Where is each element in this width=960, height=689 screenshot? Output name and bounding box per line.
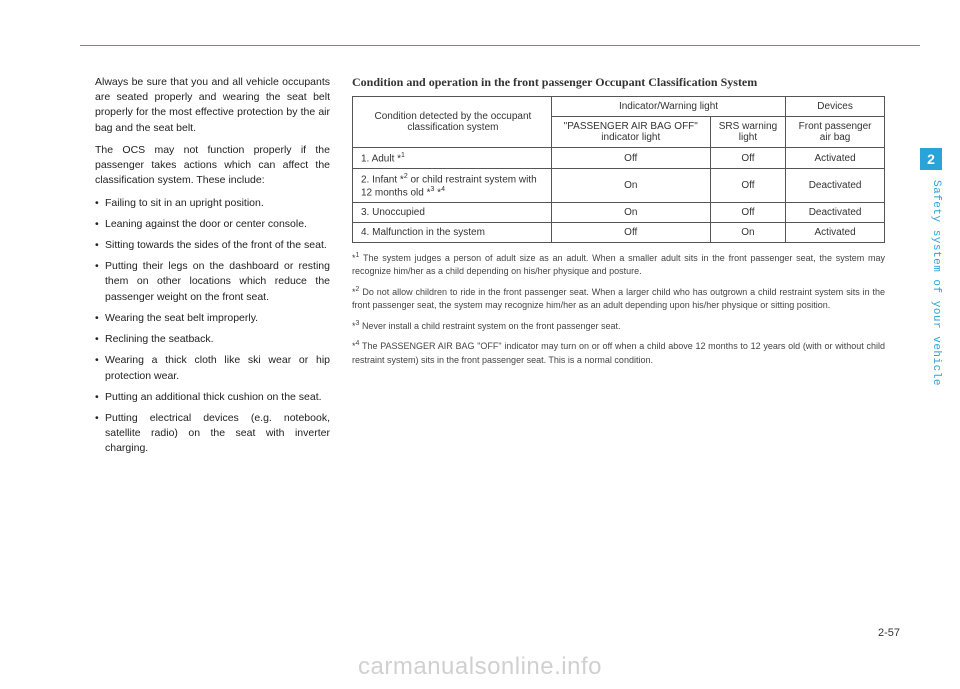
intro-paragraph-1: Always be sure that you and all vehicle … [95,75,330,136]
footnote: *1 The system judges a person of adult s… [352,251,885,279]
footnote-text: The PASSENGER AIR BAG "OFF" indicator ma… [352,341,885,365]
header-front-airbag: Front passenger air bag [786,117,885,148]
footnote-num: 1 [356,252,360,259]
list-item: Leaning against the door or center conso… [95,217,330,232]
header-passenger-off: "PASSENGER AIR BAG OFF" indicator light [551,117,710,148]
table-row: Condition detected by the occupant class… [353,97,885,117]
list-item: Sitting towards the sides of the front o… [95,238,330,253]
list-item: Wearing the seat belt improperly. [95,311,330,326]
header-indicator: Indicator/Warning light [551,97,785,117]
right-column: Condition and operation in the front pas… [352,75,885,463]
row-label: 3. Unoccupied [353,202,552,222]
list-item: Wearing a thick cloth like ski wear or h… [95,353,330,383]
cell: Activated [786,222,885,242]
table-row: 4. Malfunction in the system Off On Acti… [353,222,885,242]
header-srs: SRS warning light [710,117,785,148]
intro-paragraph-2: The OCS may not function properly if the… [95,143,330,189]
footnote-text: The system judges a person of adult size… [352,253,885,277]
footnote: *4 The PASSENGER AIR BAG "OFF" indicator… [352,339,885,367]
header-devices: Devices [786,97,885,117]
row-label: 4. Malfunction in the system [353,222,552,242]
header-rule [80,45,920,46]
table-row: 1. Adult *1 Off Off Activated [353,148,885,169]
cell: On [551,202,710,222]
footnote: *2 Do not allow children to ride in the … [352,285,885,313]
list-item: Putting their legs on the dashboard or r… [95,259,330,305]
header-condition: Condition detected by the occupant class… [353,97,552,148]
cell: Deactivated [786,202,885,222]
watermark: carmanualsonline.info [358,653,602,681]
row-label: 2. Infant *2 or child restraint system w… [353,169,552,203]
cell: Off [551,148,710,169]
footnote-num: 2 [356,286,360,293]
list-item: Putting an additional thick cushion on t… [95,390,330,405]
row-label: 1. Adult *1 [353,148,552,169]
cell: Off [710,169,785,203]
footnote-num: 3 [356,320,360,327]
footnotes: *1 The system judges a person of adult s… [352,251,885,368]
footnote-num: 4 [356,340,360,347]
table-row: 2. Infant *2 or child restraint system w… [353,169,885,203]
footnote-text: Do not allow children to ride in the fro… [352,287,885,311]
cell: On [710,222,785,242]
chapter-tab: 2 [920,148,942,170]
superscript: 1 [401,152,405,159]
footnote: *3 Never install a child restraint syste… [352,319,885,334]
list-item: Failing to sit in an upright position. [95,196,330,211]
conditions-list: Failing to sit in an upright position. L… [95,196,330,457]
row-label-text: 1. Adult * [361,153,401,164]
list-item: Reclining the seatback. [95,332,330,347]
cell: Off [710,202,785,222]
footnote-text: Never install a child restraint system o… [362,321,621,331]
table-title: Condition and operation in the front pas… [352,75,885,90]
left-column: Always be sure that you and all vehicle … [95,75,330,463]
superscript: 4 [441,186,445,193]
cell: On [551,169,710,203]
cell: Activated [786,148,885,169]
cell: Off [710,148,785,169]
cell: Off [551,222,710,242]
chapter-side-label: Safety system of your vehicle [920,180,942,430]
cell: Deactivated [786,169,885,203]
classification-table: Condition detected by the occupant class… [352,96,885,243]
page-number: 2-57 [878,627,900,639]
page-content: Always be sure that you and all vehicle … [95,75,885,463]
table-row: 3. Unoccupied On Off Deactivated [353,202,885,222]
row-label-text: 2. Infant * [361,175,404,186]
list-item: Putting electrical devices (e.g. noteboo… [95,411,330,457]
